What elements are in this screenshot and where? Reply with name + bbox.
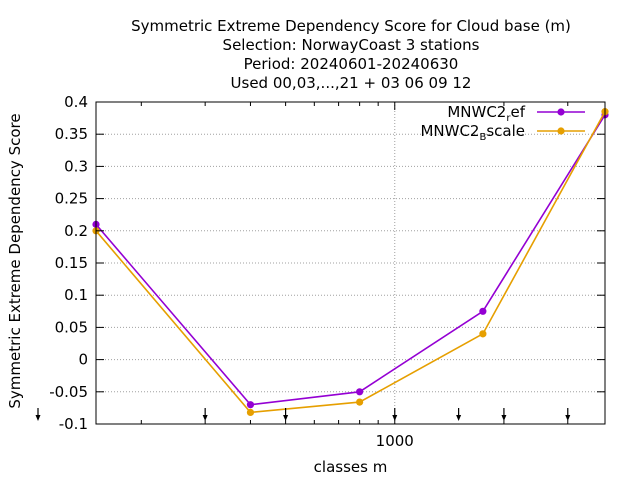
legend-swatch-point [557, 127, 565, 135]
data-point [356, 398, 364, 406]
series [92, 108, 609, 417]
y-tick-label: 0.1 [64, 286, 88, 304]
y-axis-label: Symmetric Extreme Dependency Score [6, 113, 24, 408]
x-axis: 1000 [140, 102, 569, 450]
y-tick-label: 0.35 [55, 125, 88, 143]
class-marker-head [565, 415, 571, 421]
y-tick-label: 0.15 [55, 254, 88, 272]
title-line: Symmetric Extreme Dependency Score for C… [131, 17, 571, 35]
y-tick-label: 0 [78, 351, 88, 369]
legend-label: MNWC2ref [447, 103, 525, 124]
data-point [479, 330, 487, 338]
series-line [95, 114, 606, 406]
series-layer [92, 108, 609, 417]
y-tick-label: 0.4 [64, 93, 88, 111]
y-tick-label: 0.05 [55, 318, 88, 336]
y-tick-label: 0.25 [55, 190, 88, 208]
class-marker-head [283, 415, 289, 421]
title-line: Selection: NorwayCoast 3 stations [223, 36, 480, 54]
series [92, 111, 609, 409]
title-line: Period: 20240601-20240630 [244, 55, 459, 73]
class-marker-head [35, 415, 41, 421]
data-point [479, 307, 487, 315]
class-marker-head [456, 415, 462, 421]
data-point [246, 408, 255, 417]
x-tick-label: 1000 [376, 432, 414, 450]
y-tick-label: -0.1 [59, 415, 88, 433]
series-line [95, 111, 606, 414]
y-axis: -0.1 -0.05 0 0.05 0.1 0.15 0.2 0.25 0.3 0.35 0.4 [49, 93, 605, 433]
data-point [356, 388, 364, 396]
y-tick-label: 0.3 [64, 157, 88, 175]
grid-lines [96, 102, 605, 424]
legend-label: MNWC2Bscale [420, 122, 525, 143]
chart-title: Symmetric Extreme Dependency Score for C… [131, 17, 571, 92]
title-line: Used 00,03,...,21 + 03 06 09 12 [231, 74, 472, 92]
legend-swatch-point [557, 108, 565, 116]
class-markers [35, 408, 571, 421]
class-marker-head [202, 415, 208, 421]
y-tick-label: 0.2 [64, 222, 88, 240]
x-axis-label: classes m [314, 458, 388, 476]
y-tick-label: -0.05 [49, 383, 88, 401]
data-point [246, 401, 255, 409]
class-marker-head [392, 415, 398, 421]
class-marker-head [501, 415, 507, 421]
